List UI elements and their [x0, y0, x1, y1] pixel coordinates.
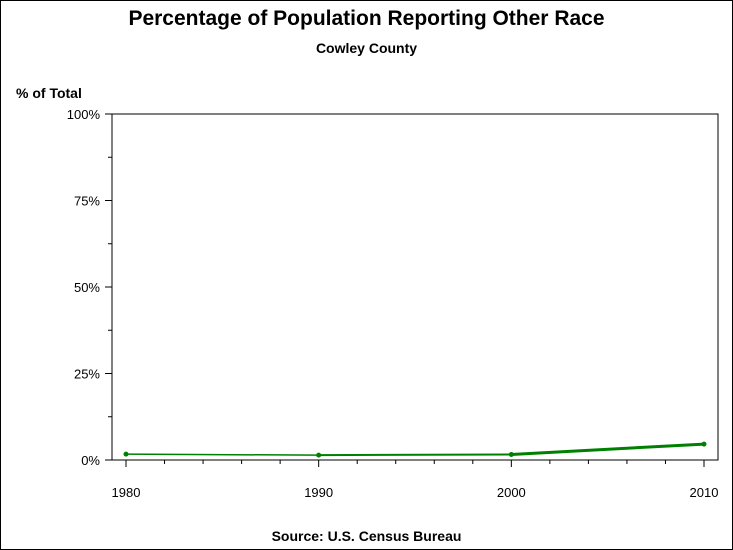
series-line-segment [317, 453, 513, 457]
x-tick-label: 2000 [497, 485, 526, 500]
series-line-segment [125, 453, 320, 456]
y-tick-label: 25% [74, 367, 100, 382]
x-tick-label: 2010 [690, 485, 719, 500]
chart-title: Percentage of Population Reporting Other… [128, 7, 605, 30]
data-point [701, 441, 707, 447]
x-tick-label: 1980 [112, 485, 141, 500]
data-point [316, 452, 322, 458]
source-note: Source: U.S. Census Bureau [271, 528, 462, 544]
data-point [123, 451, 129, 457]
data-point [508, 451, 514, 457]
chart-subtitle: Cowley County [315, 40, 418, 56]
y-tick-label: 50% [74, 280, 100, 295]
x-tick-label: 1990 [304, 485, 333, 500]
plot-area [111, 113, 719, 461]
y-tick-label: 0% [81, 453, 100, 468]
y-tick-label: 100% [67, 107, 101, 122]
y-axis-label: % of Total [16, 85, 82, 101]
y-tick-label: 75% [74, 194, 100, 209]
series-line-segment [509, 442, 706, 456]
